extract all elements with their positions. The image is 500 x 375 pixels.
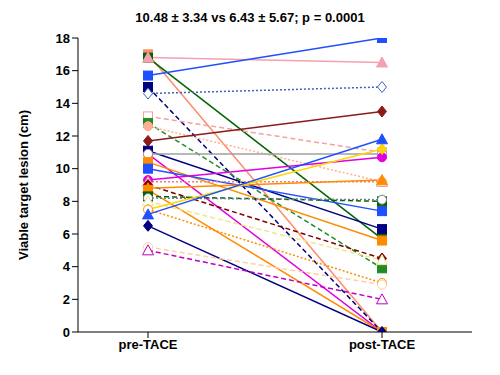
svg-text:6: 6 [63,227,70,242]
svg-text:2: 2 [63,292,70,307]
svg-text:8: 8 [63,194,70,209]
svg-text:18: 18 [56,31,70,46]
svg-text:16: 16 [56,63,70,78]
svg-text:12: 12 [56,129,70,144]
svg-text:10: 10 [56,161,70,176]
svg-text:14: 14 [56,96,71,111]
svg-text:pre-TACE: pre-TACE [119,337,178,352]
html-text:10.48 ± 3.34 vs 6.43 ± 5.67; p: 10.48 ± 3.34 vs 6.43 ± 5.67; p = 0.0001 [135,10,365,25]
svg-text:0: 0 [63,325,70,340]
svg-text:4: 4 [63,259,71,274]
svg-text:Viable target lesion (cm): Viable target lesion (cm) [16,110,31,260]
svg-text:post-TACE: post-TACE [349,337,416,352]
